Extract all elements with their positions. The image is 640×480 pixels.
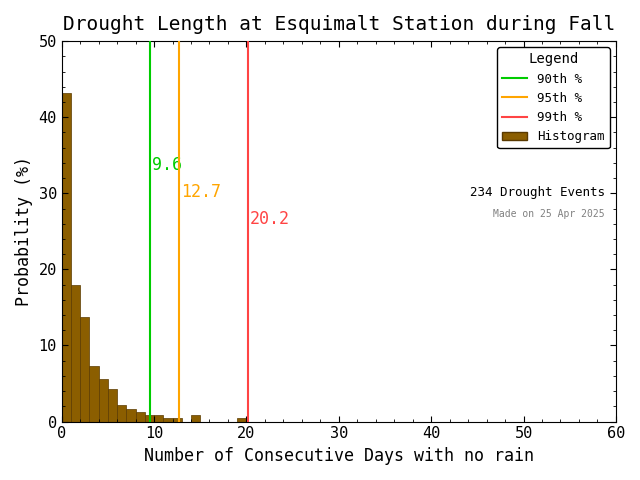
Y-axis label: Probability (%): Probability (%) [15, 156, 33, 306]
Bar [154, 415, 163, 421]
Bar [126, 408, 136, 421]
Text: Made on 25 Apr 2025: Made on 25 Apr 2025 [493, 208, 605, 218]
Bar [99, 379, 108, 421]
Bar [80, 317, 90, 421]
Bar [173, 418, 182, 421]
Bar [61, 93, 71, 421]
Bar [90, 366, 99, 421]
Text: 234 Drought Events: 234 Drought Events [470, 186, 605, 199]
Legend: 90th %, 95th %, 99th %, Histogram: 90th %, 95th %, 99th %, Histogram [497, 48, 610, 148]
Bar [117, 405, 126, 421]
Bar [237, 418, 246, 421]
Text: 12.7: 12.7 [181, 183, 221, 201]
Bar [71, 285, 80, 421]
Bar [191, 415, 200, 421]
X-axis label: Number of Consecutive Days with no rain: Number of Consecutive Days with no rain [144, 447, 534, 465]
Bar [163, 418, 173, 421]
Text: 9.6: 9.6 [152, 156, 182, 174]
Title: Drought Length at Esquimalt Station during Fall: Drought Length at Esquimalt Station duri… [63, 15, 615, 34]
Bar [108, 389, 117, 421]
Bar [136, 412, 145, 421]
Bar [145, 415, 154, 421]
Text: 20.2: 20.2 [250, 210, 290, 228]
